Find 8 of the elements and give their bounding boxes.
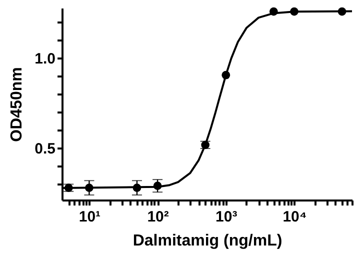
x-tick-label: 10³ [216, 208, 238, 226]
y-tick-label: 0.5 [34, 140, 56, 158]
x-tick-label: 10⁴ [282, 208, 307, 226]
x-tick-label: 10¹ [78, 208, 101, 226]
y-axis-title: OD450nm [8, 67, 26, 142]
x-tick-label: 10² [147, 208, 169, 226]
x-axis-title: Dalmitamig (ng/mL) [132, 232, 282, 250]
y-tick-label: 1.0 [34, 50, 56, 68]
